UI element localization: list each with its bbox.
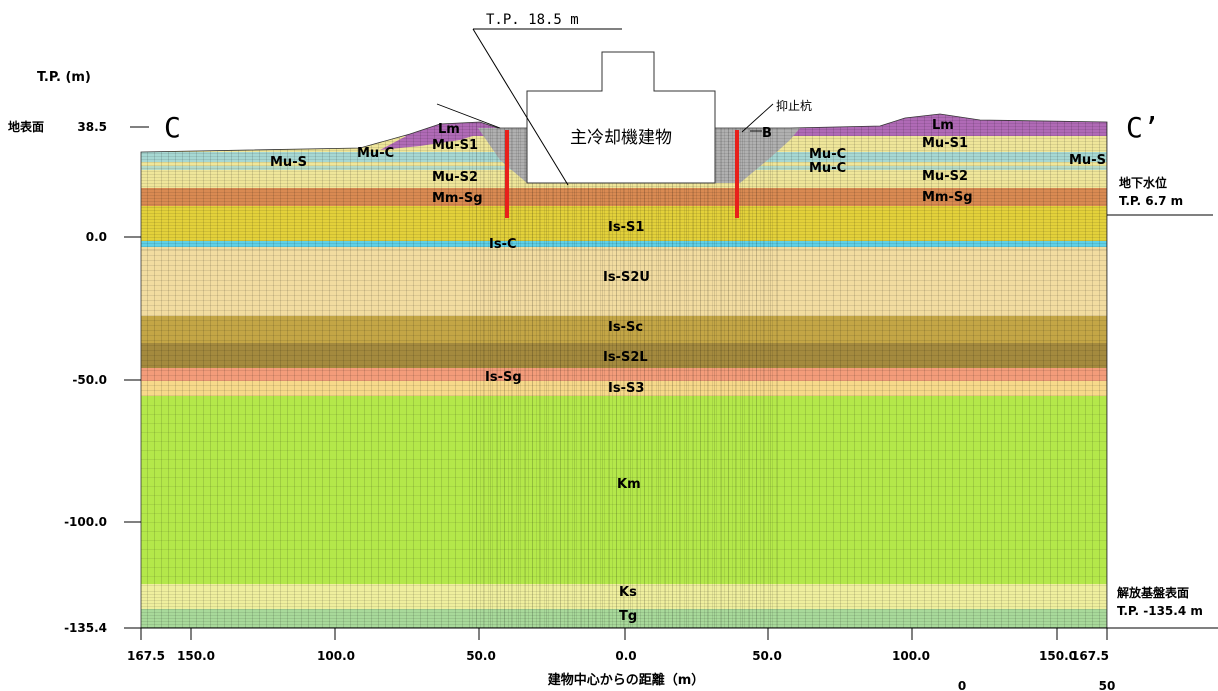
groundwater-value: T.P. 6.7 m <box>1119 194 1183 208</box>
backfill-label: B <box>762 126 772 141</box>
groundwater-annotation: 地下水位 T.P. 6.7 m <box>1107 175 1213 216</box>
x-tick-50-right: 50.0 <box>752 649 782 663</box>
section-left-label: C <box>164 111 181 144</box>
groundwater-title: 地下水位 <box>1119 175 1167 190</box>
scale-bar-end: 50 <box>1099 679 1116 691</box>
label-issg: Is-Sg <box>485 370 522 385</box>
x-tick-0: 0.0 <box>615 649 636 663</box>
x-tick-167.5-right: 167.5 <box>1071 649 1109 663</box>
surface-label: 地表面 <box>8 119 44 134</box>
label-iss1: Is-S1 <box>608 220 644 235</box>
building-outline <box>526 51 716 184</box>
building-elevation-label: T.P. 18.5 m <box>486 12 579 28</box>
label-muc-right-1: Mu-C <box>809 147 846 162</box>
label-iss3: Is-S3 <box>608 381 644 396</box>
label-mmsg-right: Mm-Sg <box>922 190 973 205</box>
y-axis-title: T.P. (m) <box>37 70 91 85</box>
x-tick-150-left: 150.0 <box>177 649 215 663</box>
label-issc: Is-Sc <box>608 320 643 335</box>
y-tick-minus100: -100.0 <box>64 515 107 529</box>
label-mus-left: Mu-S <box>270 155 307 170</box>
scale-bar-start: 0 <box>958 679 966 691</box>
x-tick-50-left: 50.0 <box>466 649 496 663</box>
bedrock-value: T.P. -135.4 m <box>1117 604 1203 618</box>
section-right-label: C’ <box>1126 111 1160 144</box>
label-mus1-left: Mu-S1 <box>432 138 478 153</box>
label-km: Km <box>617 477 641 492</box>
x-tick-167.5-left: 167.5 <box>127 649 165 663</box>
label-mus-right: Mu-S <box>1069 153 1106 168</box>
soil-layers <box>141 114 1107 628</box>
y-tick-group: 38.5 0.0 -50.0 -100.0 -135.4 <box>64 120 149 635</box>
label-iss2l: Is-S2L <box>603 350 648 365</box>
label-mmsg-left: Mm-Sg <box>432 191 483 206</box>
label-mus1-right: Mu-S1 <box>922 136 968 151</box>
x-tick-150-right: 150.0 <box>1039 649 1077 663</box>
pile-label: 抑止杭 <box>776 98 812 113</box>
label-tg: Tg <box>619 609 637 624</box>
label-iss2u: Is-S2U <box>603 270 650 285</box>
label-lm-left: Lm <box>438 122 460 137</box>
y-tick-0: 0.0 <box>86 230 107 244</box>
x-axis: 167.5 150.0 100.0 50.0 0.0 50.0 100.0 15… <box>127 627 1109 688</box>
label-mus2-right: Mu-S2 <box>922 169 968 184</box>
bedrock-title: 解放基盤表面 <box>1117 585 1189 600</box>
x-tick-100-left: 100.0 <box>317 649 355 663</box>
y-tick-38.5: 38.5 <box>77 120 107 134</box>
y-tick-minus50: -50.0 <box>72 373 107 387</box>
bedrock-annotation: 解放基盤表面 T.P. -135.4 m <box>1107 585 1218 629</box>
label-isc: Is-C <box>489 237 517 252</box>
label-lm-right: Lm <box>932 118 954 133</box>
label-muc-left: Mu-C <box>357 146 394 161</box>
label-muc-right-2: Mu-C <box>809 161 846 176</box>
layer-label-group: Lm Mu-S1 Mu-C Mu-S Mu-S2 Mm-Sg Lm Mu-S1 … <box>270 118 1106 624</box>
x-axis-title: 建物中心からの距離（m） <box>548 672 705 688</box>
x-tick-100-right: 100.0 <box>892 649 930 663</box>
label-ks: Ks <box>619 585 637 600</box>
y-tick-minus135: -135.4 <box>64 621 107 635</box>
scale-bar: 0 50 <box>958 679 1116 691</box>
label-mus2-left: Mu-S2 <box>432 170 478 185</box>
building-label: 主冷却機建物 <box>570 128 672 148</box>
